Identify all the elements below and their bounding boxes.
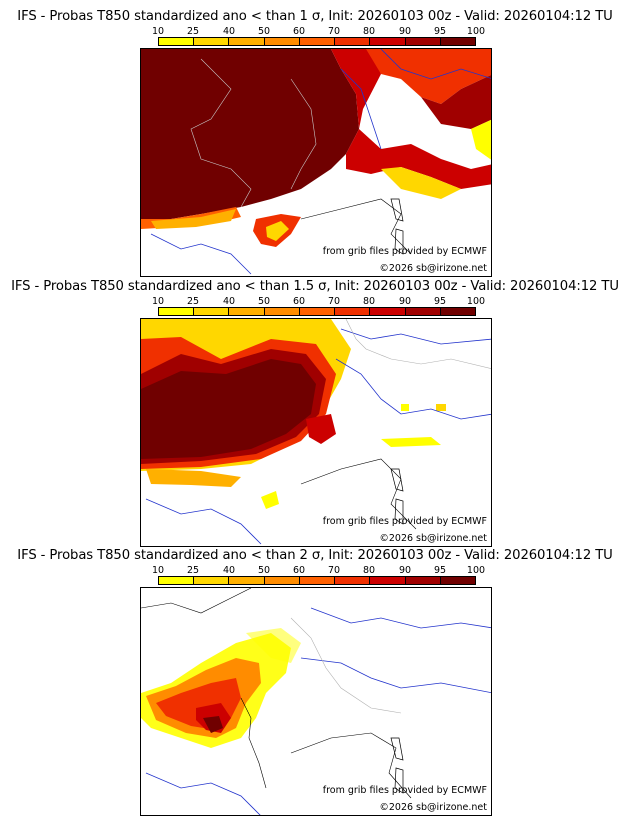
cb-label: 90: [398, 26, 412, 37]
cb-swatch: [264, 577, 300, 584]
panel-2-colorbar-labels: 10 25 40 50 60 70 80 90 95 100: [140, 296, 500, 307]
cb-label: 95: [433, 565, 447, 576]
cb-swatch: [370, 38, 406, 45]
cb-swatch: [440, 308, 475, 315]
panel-2-colorbar: [158, 307, 476, 316]
cb-swatch: [229, 577, 265, 584]
cb-swatch: [370, 308, 406, 315]
cb-swatch: [159, 308, 195, 315]
cb-swatch: [194, 577, 230, 584]
cb-label: 95: [433, 296, 447, 307]
cb-label: 100: [466, 565, 486, 576]
cb-swatch: [194, 308, 230, 315]
cb-swatch: [159, 577, 195, 584]
cb-label: 50: [257, 565, 271, 576]
panel-3-colorbar: [158, 576, 476, 585]
cb-label: 80: [362, 565, 376, 576]
panel-2-map: from grib files provided by ECMWF ©2026 …: [140, 318, 492, 547]
cb-swatch: [159, 38, 195, 45]
cb-swatch: [440, 577, 475, 584]
cb-label: 70: [327, 296, 341, 307]
cb-swatch: [335, 308, 371, 315]
cb-swatch: [405, 577, 441, 584]
panel-1-map: from grib files provided by ECMWF ©2026 …: [140, 48, 492, 277]
cb-label: 40: [222, 26, 236, 37]
cb-label: 70: [327, 26, 341, 37]
panel-3: IFS - Probas T850 standardized ano < tha…: [0, 548, 630, 820]
cb-label: 10: [151, 26, 165, 37]
cb-label: 25: [186, 565, 200, 576]
cb-label: 60: [292, 26, 306, 37]
cb-label: 100: [466, 26, 486, 37]
cb-swatch: [440, 38, 475, 45]
cb-swatch: [299, 577, 336, 584]
cb-label: 70: [327, 565, 341, 576]
cb-swatch: [335, 577, 371, 584]
cb-swatch: [370, 577, 406, 584]
cb-label: 50: [257, 26, 271, 37]
cb-swatch: [264, 308, 300, 315]
cb-swatch: [194, 38, 230, 45]
cb-label: 95: [433, 26, 447, 37]
cb-swatch: [405, 308, 441, 315]
panel-3-colorbar-labels: 10 25 40 50 60 70 80 90 95 100: [140, 565, 500, 576]
cb-label: 90: [398, 296, 412, 307]
credit-source: from grib files provided by ECMWF: [322, 246, 487, 257]
cb-swatch: [335, 38, 371, 45]
cb-swatch: [229, 308, 265, 315]
credit-source: from grib files provided by ECMWF: [322, 516, 487, 527]
panel-3-title: IFS - Probas T850 standardized ano < tha…: [17, 548, 613, 563]
cb-swatch: [299, 38, 336, 45]
cb-label: 25: [186, 26, 200, 37]
credit-copyright: ©2026 sb@irizone.net: [379, 802, 487, 813]
cb-swatch: [405, 38, 441, 45]
cb-swatch: [299, 308, 336, 315]
cb-label: 25: [186, 296, 200, 307]
cb-label: 100: [466, 296, 486, 307]
panel-1: IFS - Probas T850 standardized ano < tha…: [0, 9, 630, 281]
cb-swatch: [264, 38, 300, 45]
cb-label: 10: [151, 296, 165, 307]
panel-2-title: IFS - Probas T850 standardized ano < tha…: [11, 279, 619, 294]
cb-label: 40: [222, 296, 236, 307]
panel-1-colorbar: [158, 37, 476, 46]
cb-label: 80: [362, 296, 376, 307]
cb-label: 60: [292, 296, 306, 307]
panel-1-colorbar-labels: 10 25 40 50 60 70 80 90 95 100: [140, 26, 500, 37]
cb-label: 10: [151, 565, 165, 576]
panel-2: IFS - Probas T850 standardized ano < tha…: [0, 279, 630, 551]
cb-label: 90: [398, 565, 412, 576]
credit-copyright: ©2026 sb@irizone.net: [379, 533, 487, 544]
cb-label: 60: [292, 565, 306, 576]
cb-label: 40: [222, 565, 236, 576]
panel-3-map: from grib files provided by ECMWF ©2026 …: [140, 587, 492, 816]
credit-copyright: ©2026 sb@irizone.net: [379, 263, 487, 274]
cb-swatch: [229, 38, 265, 45]
cb-label: 80: [362, 26, 376, 37]
credit-source: from grib files provided by ECMWF: [322, 785, 487, 796]
panel-1-title: IFS - Probas T850 standardized ano < tha…: [17, 9, 613, 24]
cb-label: 50: [257, 296, 271, 307]
